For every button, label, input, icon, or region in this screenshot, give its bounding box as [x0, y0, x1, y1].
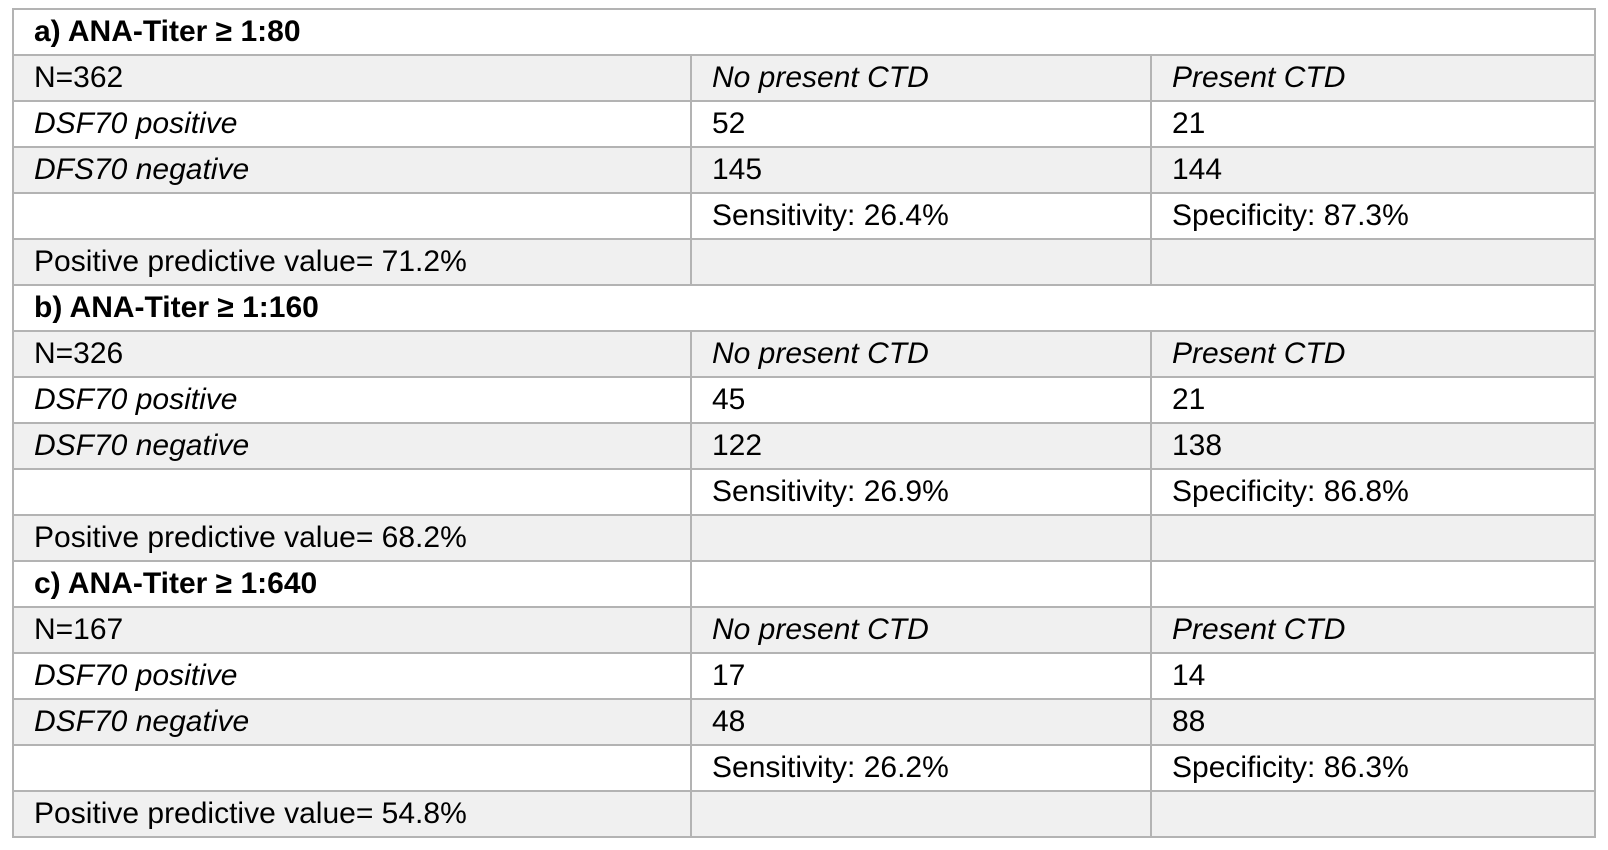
section-c-positive-ctd-value: 14 — [1150, 652, 1596, 700]
section-c-specificity: Specificity: 86.3% — [1150, 744, 1596, 792]
section-b-n-label: N=326 — [12, 330, 692, 378]
section-a-ppv-row: Positive predictive value= 71.2% — [12, 238, 1596, 286]
section-a-ppv-empty-cell-1 — [690, 238, 1152, 286]
ana-titer-results-table: a) ANA-Titer ≥ 1:80 N=362 No present CTD… — [12, 8, 1596, 838]
section-c-title-row: c) ANA-Titer ≥ 1:640 — [12, 560, 1596, 608]
section-a-stats-empty-cell — [12, 192, 692, 240]
section-b-positive-row: DSF70 positive 45 21 — [12, 376, 1596, 424]
section-c-positive-no-ctd-value: 17 — [690, 652, 1152, 700]
section-b-negative-ctd-value: 138 — [1150, 422, 1596, 470]
section-c-ppv-row: Positive predictive value= 54.8% — [12, 790, 1596, 838]
section-b-ppv-empty-cell-1 — [690, 514, 1152, 562]
section-b-sensitivity: Sensitivity: 26.9% — [690, 468, 1152, 516]
section-a-positive-label: DSF70 positive — [12, 100, 692, 148]
section-c-negative-ctd-value: 88 — [1150, 698, 1596, 746]
section-b-positive-label: DSF70 positive — [12, 376, 692, 424]
section-b-ctd-header: Present CTD — [1150, 330, 1596, 378]
section-a-specificity: Specificity: 87.3% — [1150, 192, 1596, 240]
section-b-positive-no-ctd-value: 45 — [690, 376, 1152, 424]
ana-titer-results-table-container: a) ANA-Titer ≥ 1:80 N=362 No present CTD… — [12, 8, 1596, 838]
section-a-sensitivity: Sensitivity: 26.4% — [690, 192, 1152, 240]
section-a-ppv: Positive predictive value= 71.2% — [12, 238, 692, 286]
section-c-no-ctd-header: No present CTD — [690, 606, 1152, 654]
section-a-ctd-header: Present CTD — [1150, 54, 1596, 102]
section-c-sensitivity: Sensitivity: 26.2% — [690, 744, 1152, 792]
section-a-negative-no-ctd-value: 145 — [690, 146, 1152, 194]
section-b-negative-no-ctd-value: 122 — [690, 422, 1152, 470]
section-a-positive-no-ctd-value: 52 — [690, 100, 1152, 148]
section-a-n-label: N=362 — [12, 54, 692, 102]
section-b-stats-empty-cell — [12, 468, 692, 516]
section-a-stats-row: Sensitivity: 26.4% Specificity: 87.3% — [12, 192, 1596, 240]
section-b-negative-label: DSF70 negative — [12, 422, 692, 470]
section-c-title: c) ANA-Titer ≥ 1:640 — [12, 560, 692, 608]
section-c-negative-label: DSF70 negative — [12, 698, 692, 746]
section-a-negative-label: DFS70 negative — [12, 146, 692, 194]
section-b-negative-row: DSF70 negative 122 138 — [12, 422, 1596, 470]
section-b-specificity: Specificity: 86.8% — [1150, 468, 1596, 516]
section-b-no-ctd-header: No present CTD — [690, 330, 1152, 378]
section-c-n-label: N=167 — [12, 606, 692, 654]
section-b-stats-row: Sensitivity: 26.9% Specificity: 86.8% — [12, 468, 1596, 516]
section-c-title-empty-cell-2 — [1150, 560, 1596, 608]
section-a-negative-row: DFS70 negative 145 144 — [12, 146, 1596, 194]
section-b-title-row: b) ANA-Titer ≥ 1:160 — [12, 284, 1596, 332]
section-b-ppv-row: Positive predictive value= 68.2% — [12, 514, 1596, 562]
section-a-negative-ctd-value: 144 — [1150, 146, 1596, 194]
section-a-positive-row: DSF70 positive 52 21 — [12, 100, 1596, 148]
section-a-header-row: N=362 No present CTD Present CTD — [12, 54, 1596, 102]
section-b-ppv-empty-cell-2 — [1150, 514, 1596, 562]
section-b-ppv: Positive predictive value= 68.2% — [12, 514, 692, 562]
section-c-stats-row: Sensitivity: 26.2% Specificity: 86.3% — [12, 744, 1596, 792]
section-a-ppv-empty-cell-2 — [1150, 238, 1596, 286]
section-c-ctd-header: Present CTD — [1150, 606, 1596, 654]
section-b-positive-ctd-value: 21 — [1150, 376, 1596, 424]
section-c-negative-no-ctd-value: 48 — [690, 698, 1152, 746]
section-c-positive-row: DSF70 positive 17 14 — [12, 652, 1596, 700]
section-a-title-row: a) ANA-Titer ≥ 1:80 — [12, 8, 1596, 56]
section-a-positive-ctd-value: 21 — [1150, 100, 1596, 148]
section-c-ppv-empty-cell-1 — [690, 790, 1152, 838]
section-a-title: a) ANA-Titer ≥ 1:80 — [12, 8, 1596, 56]
section-c-ppv-empty-cell-2 — [1150, 790, 1596, 838]
section-b-header-row: N=326 No present CTD Present CTD — [12, 330, 1596, 378]
section-c-title-empty-cell-1 — [690, 560, 1152, 608]
section-b-title: b) ANA-Titer ≥ 1:160 — [12, 284, 1596, 332]
section-c-header-row: N=167 No present CTD Present CTD — [12, 606, 1596, 654]
section-c-negative-row: DSF70 negative 48 88 — [12, 698, 1596, 746]
section-c-stats-empty-cell — [12, 744, 692, 792]
section-c-positive-label: DSF70 positive — [12, 652, 692, 700]
section-c-ppv: Positive predictive value= 54.8% — [12, 790, 692, 838]
section-a-no-ctd-header: No present CTD — [690, 54, 1152, 102]
